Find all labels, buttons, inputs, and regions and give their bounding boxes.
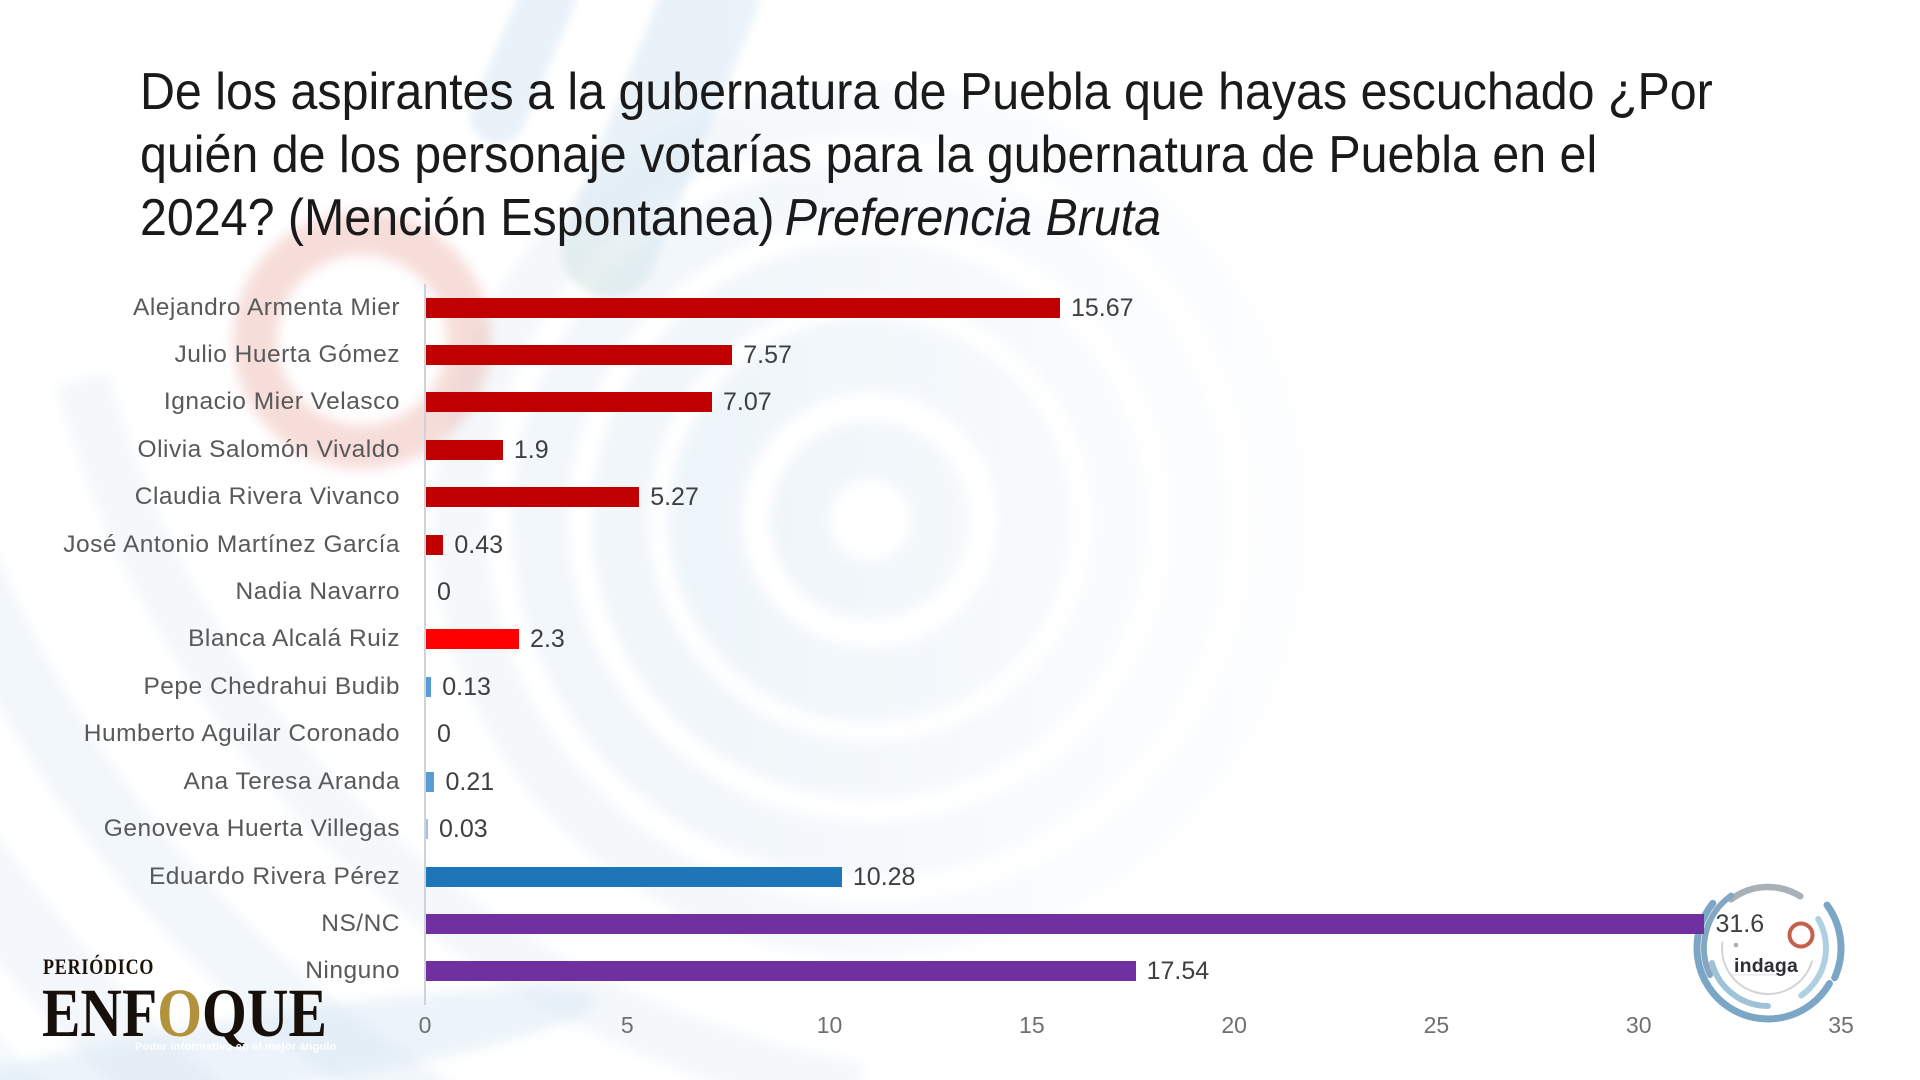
category-label: NS/NC [321, 909, 400, 937]
category-label: José Antonio Martínez García [63, 530, 400, 558]
category-label: Ignacio Mier Velasco [163, 388, 400, 416]
x-axis-tick-label: 0 [418, 1012, 432, 1038]
chart-title-line3: 2024? (Mención Espontanea) Preferencia Br… [140, 187, 1721, 250]
category-label: Blanca Alcalá Ruiz [188, 625, 400, 653]
indaga-wordmark: indaga [1734, 955, 1798, 977]
bar [426, 676, 432, 697]
bar [426, 961, 1136, 982]
chart-title-line3-italic: Preferencia Bruta [784, 189, 1162, 247]
indaga-arc-icon [1721, 941, 1814, 995]
bar [426, 487, 640, 508]
x-axis-tick-label: 25 [1423, 1012, 1450, 1038]
value-label: 0.43 [454, 530, 504, 559]
x-axis-tick-label: 10 [816, 1012, 843, 1038]
periodico-label: PERIÓDICO [43, 954, 155, 979]
chart-title: De los aspirantes a la gubernatura de Pu… [140, 61, 1840, 250]
category-label: Julio Huerta Gómez [174, 340, 400, 368]
bar [426, 629, 520, 650]
enfoque-letters-post: QUE [202, 975, 327, 1051]
category-label: Ninguno [305, 957, 400, 985]
indaga-arc-icon [1823, 901, 1845, 982]
indaga-red-ring-icon [1787, 921, 1815, 949]
bar [426, 297, 1060, 318]
enfoque-logo: PERIÓDICO ENFOQUE Poder informativo en e… [0, 0, 600, 1080]
enfoque-letters-pre: ENF [42, 975, 158, 1051]
value-label: 10.28 [852, 862, 916, 891]
value-label: 0.21 [445, 767, 495, 796]
indaga-dot-icon [1733, 942, 1739, 948]
category-label: Claudia Rivera Vivanco [134, 483, 400, 511]
category-axis-line [424, 284, 426, 1005]
value-label: 0 [437, 578, 451, 607]
value-label: 0 [437, 720, 451, 749]
enfoque-tagline: Poder informativo en el mejor ángulo [135, 1041, 337, 1053]
watermark-band-icon [0, 988, 597, 1080]
category-label: Genoveva Huerta Villegas [103, 815, 400, 843]
category-label: Eduardo Rivera Pérez [148, 862, 400, 890]
category-label: Nadia Navarro [235, 578, 400, 606]
indaga-arc-icon [1728, 883, 1804, 903]
value-label: 15.67 [1070, 293, 1134, 322]
chart-title-line2: quién de los personaje votarías para la … [140, 126, 1598, 184]
indaga-underline-icon [1732, 974, 1777, 976]
bar [426, 344, 733, 365]
enfoque-wordmark: ENFOQUE [42, 973, 327, 1053]
indaga-arc-icon [1708, 960, 1771, 1009]
chart-title-line1: De los aspirantes a la gubernatura de Pu… [140, 63, 1713, 121]
x-axis-tick-label: 20 [1221, 1012, 1247, 1038]
bar [426, 819, 428, 840]
value-label: 7.57 [743, 340, 792, 369]
indaga-arc-icon [1701, 892, 1735, 979]
indaga-arc-icon [1798, 916, 1829, 999]
watermark-arc-icon [0, 838, 219, 1080]
bar [426, 439, 503, 460]
watermark-arc-icon [0, 560, 449, 1080]
x-axis-tick-label: 30 [1625, 1012, 1652, 1038]
value-label: 2.3 [530, 625, 565, 654]
indaga-arc-icon [1693, 899, 1833, 1023]
category-label: Olivia Salomón Vivaldo [137, 435, 400, 463]
bar [426, 866, 842, 887]
value-label: 1.9 [513, 435, 549, 464]
watermark-stripe-icon [469, 0, 577, 144]
watermark-fade-icon [700, 0, 1920, 1080]
value-label: 7.07 [723, 388, 772, 417]
x-axis-tick-label: 35 [1828, 1012, 1854, 1038]
value-label: 0.03 [439, 815, 488, 844]
bar [426, 771, 435, 792]
watermark-red-ring-icon [233, 211, 491, 469]
bar [426, 392, 713, 413]
watermark-arc-icon [55, 371, 864, 1080]
category-label: Pepe Chedrahui Budib [143, 672, 400, 700]
value-label: 5.27 [650, 483, 699, 512]
value-label: 31.6 [1715, 909, 1765, 938]
x-axis-tick-label: 15 [1019, 1012, 1045, 1038]
value-label: 0.13 [442, 672, 491, 701]
x-axis-tick-label: 5 [620, 1012, 634, 1038]
bar [426, 913, 1705, 934]
value-label: 17.54 [1146, 957, 1210, 986]
bar [426, 534, 444, 555]
chart-title-line3-regular: 2024? (Mención Espontanea) [140, 189, 775, 247]
category-label: Ana Teresa Aranda [183, 767, 400, 795]
category-label: Humberto Aguilar Coronado [83, 720, 400, 748]
category-label: Alejandro Armenta Mier [132, 293, 400, 321]
enfoque-letter-o: O [157, 975, 203, 1051]
indaga-logo: indaga [1693, 883, 1845, 1023]
